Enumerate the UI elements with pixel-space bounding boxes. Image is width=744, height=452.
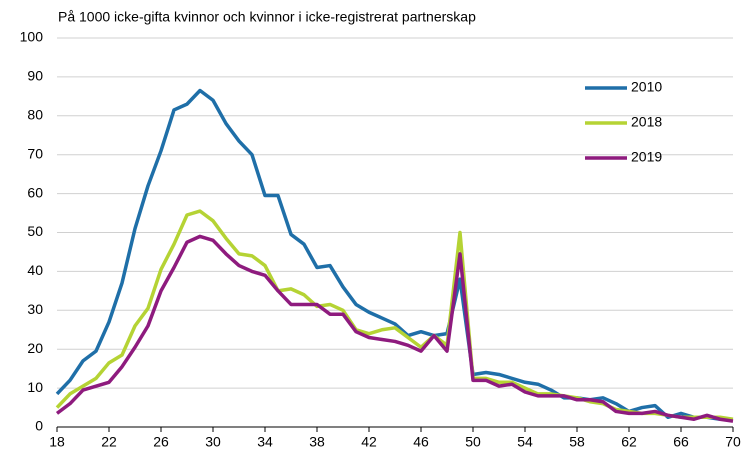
series-line bbox=[55, 88, 733, 421]
x-tick-label: 38 bbox=[309, 434, 325, 450]
series-line bbox=[55, 209, 734, 421]
x-tick-label: 42 bbox=[361, 434, 377, 450]
y-tick-label: 50 bbox=[27, 223, 43, 239]
y-tick-label: 80 bbox=[27, 107, 43, 123]
y-tick-label: 40 bbox=[27, 262, 43, 278]
x-tick-label: 58 bbox=[569, 434, 585, 450]
y-tick-label: 60 bbox=[27, 184, 43, 200]
x-tick-label: 22 bbox=[101, 434, 117, 450]
x-tick-label: 26 bbox=[153, 434, 169, 450]
y-tick-label: 70 bbox=[27, 145, 43, 161]
y-tick-label: 30 bbox=[27, 301, 43, 317]
legend-label: 2018 bbox=[631, 114, 662, 130]
x-tick-label: 50 bbox=[465, 434, 481, 450]
legend-label: 2019 bbox=[631, 149, 662, 165]
x-tick-label: 46 bbox=[413, 434, 429, 450]
x-tick-label: 70 bbox=[725, 434, 741, 450]
legend-label: 2010 bbox=[631, 79, 662, 95]
series-line bbox=[55, 234, 734, 423]
x-tick-label: 66 bbox=[673, 434, 689, 450]
y-tick-label: 100 bbox=[20, 29, 44, 45]
x-tick-label: 18 bbox=[49, 434, 65, 450]
chart-title: På 1000 icke-gifta kvinnor och kvinnor i… bbox=[58, 9, 476, 25]
y-tick-label: 0 bbox=[35, 418, 43, 434]
x-tick-label: 34 bbox=[257, 434, 273, 450]
y-tick-label: 10 bbox=[27, 379, 43, 395]
y-tick-label: 20 bbox=[27, 340, 43, 356]
y-tick-label: 90 bbox=[27, 68, 43, 84]
x-tick-label: 62 bbox=[621, 434, 637, 450]
x-tick-label: 30 bbox=[205, 434, 221, 450]
x-tick-label: 54 bbox=[517, 434, 533, 450]
